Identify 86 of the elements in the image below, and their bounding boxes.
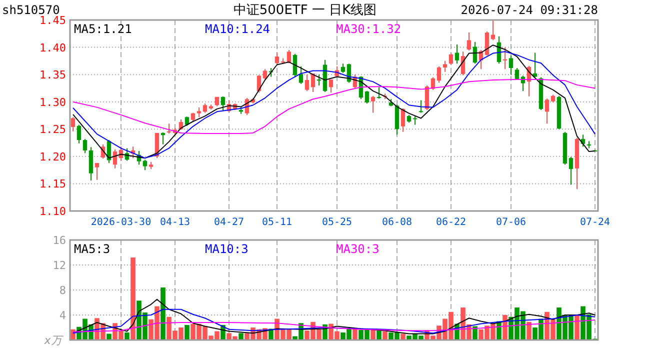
text: 2026-07-24 09:31:28: [460, 3, 598, 17]
candlestick: [82, 138, 88, 154]
bar: [130, 258, 136, 340]
candlestick: [412, 115, 418, 126]
y-tick-label: 1.25: [40, 123, 66, 136]
candlestick: [484, 30, 490, 56]
bar: [382, 331, 388, 340]
bar: [160, 288, 166, 340]
candlestick: [262, 68, 268, 80]
x-tick-label: 05-25: [322, 217, 352, 228]
x-tick-label: 05-11: [262, 217, 292, 228]
line-series: [72, 308, 596, 334]
candlestick: [298, 66, 304, 84]
x-tick-label: 07-06: [496, 217, 526, 228]
bar: [400, 334, 406, 340]
y-tick-label: 1.40: [40, 41, 66, 54]
text: MA30:3: [336, 242, 380, 256]
candlestick: [532, 52, 538, 78]
candlestick: [514, 68, 520, 81]
candlestick: [454, 44, 460, 64]
x-tick-label: 2026-03-30: [90, 217, 152, 228]
candlestick: [304, 74, 310, 92]
y-axis-title: x万: [43, 334, 64, 347]
candlestick: [448, 52, 454, 66]
y-tick-label: 4: [59, 309, 66, 322]
y-tick-label: 8: [59, 284, 66, 297]
x-tick-label: 06-08: [382, 217, 412, 228]
y-tick-label: 1.10: [40, 205, 66, 218]
candlestick: [394, 104, 400, 136]
bar: [106, 334, 112, 340]
bar: [238, 333, 244, 340]
candlestick: [376, 86, 382, 100]
line-series: [72, 320, 596, 332]
y-tick-label: 1.35: [40, 68, 66, 82]
bar: [352, 328, 358, 340]
y-tick-label: 1.20: [40, 150, 66, 164]
candlestick: [418, 100, 424, 114]
candlestick: [70, 116, 76, 132]
bar: [370, 330, 376, 340]
candlestick: [466, 32, 472, 52]
x-tick-label: 07-24: [580, 217, 610, 228]
bar: [124, 332, 130, 340]
bar: [526, 322, 532, 340]
y-tick-label: 16: [52, 234, 66, 247]
text: MA10:3: [205, 242, 248, 256]
candlestick: [508, 54, 514, 76]
candlestick: [436, 66, 442, 84]
y-tick-label: 12: [52, 259, 66, 272]
candlestick: [196, 106, 202, 118]
y-tick-label: 1.15: [40, 178, 66, 191]
candlestick: [472, 41, 478, 64]
candlestick: [220, 96, 226, 112]
candlestick: [544, 98, 550, 124]
bar: [472, 326, 478, 340]
candlestick: [286, 50, 292, 64]
bar: [376, 330, 382, 340]
candlestick: [328, 78, 334, 94]
x-tick-label: 04-13: [160, 217, 190, 228]
candlestick: [568, 156, 574, 186]
candlestick: [76, 124, 82, 144]
y-tick-label: 1.30: [40, 96, 66, 109]
text: MA5:1.21: [74, 22, 132, 36]
bar: [502, 315, 508, 340]
y-tick-label: 1.45: [40, 14, 66, 27]
candlestick: [142, 159, 148, 171]
candlestick: [370, 95, 376, 114]
chart-title: 中证500ETF 一 日K线图: [233, 3, 377, 18]
text: MA5:3: [74, 242, 110, 256]
candlestick: [184, 116, 190, 126]
candlestick: [340, 63, 346, 74]
candlestick: [274, 52, 280, 65]
bar: [184, 325, 190, 340]
x-tick-label: 04-27: [214, 217, 244, 228]
candlestick: [94, 162, 100, 180]
bar: [574, 315, 580, 340]
text: MA30:1.32: [336, 22, 402, 36]
text: sh510570: [2, 3, 60, 17]
candlestick: [88, 146, 94, 181]
x-tick-label: 06-22: [436, 217, 466, 228]
candlestick: [364, 90, 370, 104]
text: MA10:1.24: [205, 22, 270, 36]
candlestick: [490, 20, 496, 41]
candlestick: [202, 102, 208, 114]
candlestick: [400, 108, 406, 132]
candlestick: [292, 53, 298, 78]
candlestick: [442, 60, 448, 72]
